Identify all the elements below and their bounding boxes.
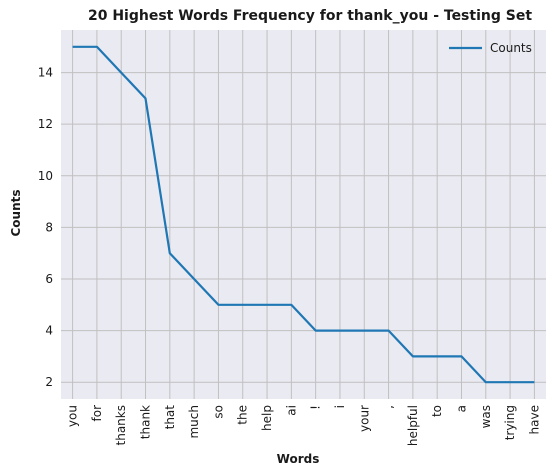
x-tick-label: a — [454, 405, 468, 412]
x-tick-label: you — [66, 405, 80, 427]
x-tick-label: i — [333, 405, 347, 408]
legend: Counts — [449, 41, 532, 55]
x-tick-label: to — [430, 405, 444, 417]
x-axis-label: Words — [277, 452, 320, 466]
y-tick-label: 12 — [38, 117, 53, 131]
horizontal-gridlines — [61, 72, 546, 383]
legend-label-counts: Counts — [490, 41, 532, 55]
x-tick-label: thanks — [114, 405, 128, 445]
y-axis-ticks: 2 4 6 8 10 12 14 — [38, 66, 53, 390]
y-axis-label: Counts — [9, 189, 23, 236]
y-tick-label: 2 — [45, 375, 53, 389]
chart-title: 20 Highest Words Frequency for thank_you… — [88, 8, 532, 24]
x-tick-label: was — [479, 405, 493, 428]
x-tick-label: helpful — [406, 405, 420, 446]
series-line-counts — [72, 45, 535, 384]
x-tick-label: help — [260, 405, 274, 431]
x-tick-label: , — [382, 405, 396, 409]
x-tick-label: ai — [284, 405, 298, 416]
x-tick-label: for — [90, 405, 104, 422]
x-tick-label: much — [187, 405, 201, 439]
x-tick-label: have — [527, 405, 541, 434]
plot-area — [61, 30, 546, 399]
y-tick-label: 14 — [38, 66, 53, 80]
series-layer — [72, 45, 535, 384]
y-tick-label: 6 — [45, 272, 53, 286]
x-tick-label: trying — [503, 405, 517, 440]
y-tick-label: 4 — [45, 324, 53, 338]
x-tick-label: ! — [309, 405, 323, 410]
x-tick-label: so — [211, 405, 225, 419]
x-tick-label: thank — [139, 405, 153, 439]
x-tick-label: that — [163, 405, 177, 430]
x-tick-label: the — [236, 405, 250, 425]
x-tick-label: your — [357, 405, 371, 432]
x-axis-ticks: you for thanks thank that much so the help ai! i yo… — [66, 405, 542, 446]
y-tick-label: 8 — [45, 220, 53, 234]
vertical-gridlines — [72, 30, 535, 399]
y-tick-label: 10 — [38, 169, 53, 183]
